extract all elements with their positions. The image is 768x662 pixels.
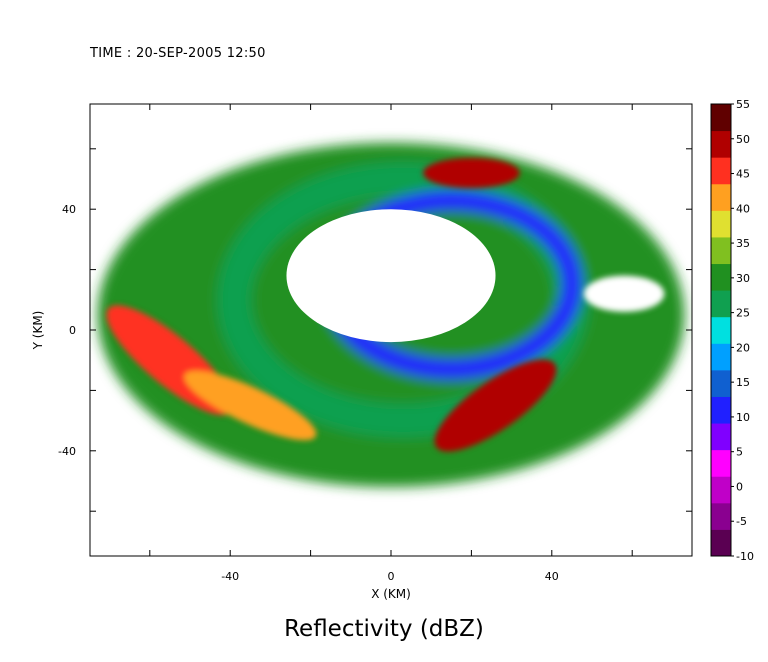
chart-title: Reflectivity (dBZ) [284, 616, 484, 642]
colorbar-swatch [711, 529, 731, 557]
radar-field [97, 142, 685, 488]
colorbar-tick-label: 15 [736, 376, 750, 389]
colorbar-swatch [711, 343, 731, 371]
colorbar-tick-label: 25 [736, 307, 750, 320]
colorbar-tick-label: -5 [736, 515, 747, 528]
x-tick-label: 0 [388, 570, 395, 583]
timestamp-label: TIME : 20-SEP-2005 12:50 [90, 46, 266, 61]
colorbar-swatch [711, 210, 731, 238]
colorbar-swatch [711, 476, 731, 504]
colorbar-swatch [711, 263, 731, 291]
x-tick-label: 40 [545, 570, 559, 583]
colorbar-swatch [711, 449, 731, 477]
colorbar-tick-label: -10 [736, 550, 754, 563]
feature-0 [286, 209, 496, 343]
colorbar-swatch [711, 316, 731, 344]
colorbar-swatch [711, 396, 731, 424]
colorbar-tick-label: 55 [736, 98, 750, 111]
colorbar-swatch [711, 290, 731, 318]
colorbar-tick-label: 50 [736, 133, 750, 146]
colorbar-swatch [711, 423, 731, 451]
colorbar-tick-label: 5 [736, 446, 743, 459]
y-tick-label: 40 [62, 203, 76, 216]
colorbar-tick-label: 35 [736, 237, 750, 250]
colorbar-swatch [711, 183, 731, 211]
feature-6 [184, 370, 317, 441]
colorbar-tick-label: 40 [736, 202, 750, 215]
colorbar-tick-label: 45 [736, 168, 750, 181]
colorbar-frame [710, 103, 732, 557]
feature-3 [434, 359, 557, 452]
colorbar-swatch [711, 130, 731, 158]
colorbar-swatch [711, 104, 731, 132]
colorbar-swatch [711, 502, 731, 530]
colorbar-swatch [711, 369, 731, 397]
x-axis-label: X (KM) [371, 587, 411, 601]
field-detail-layer [106, 157, 665, 452]
colorbar-tick-label: 30 [736, 272, 750, 285]
feature-4 [423, 157, 520, 189]
colorbar-tick-label: 10 [736, 411, 750, 424]
y-tick-label: 0 [69, 324, 76, 337]
feature-7 [583, 275, 665, 312]
colorbar-tick-label: 20 [736, 341, 750, 354]
colorbar-tick-label: 0 [736, 480, 743, 493]
y-tick-label: -40 [58, 445, 76, 458]
colorbar-swatch [711, 157, 731, 185]
axis-ticks: -40 0 40 40 0 -40 [58, 104, 692, 583]
x-tick-label: -40 [221, 570, 239, 583]
y-axis-label: Y (KM) [31, 311, 45, 351]
colorbar-swatch [711, 236, 731, 265]
